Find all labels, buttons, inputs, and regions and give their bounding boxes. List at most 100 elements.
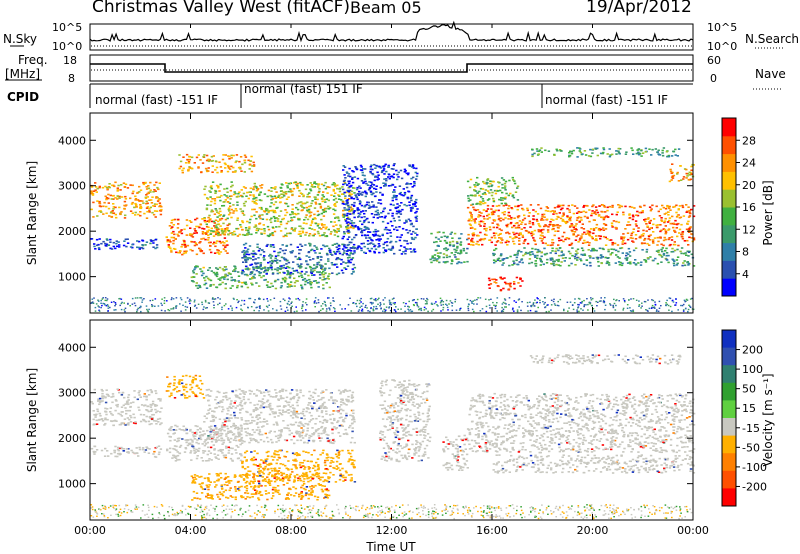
heatmap-cell — [353, 201, 356, 204]
heatmap-cell — [463, 261, 466, 263]
heatmap-cell — [685, 228, 689, 231]
heatmap-cell — [538, 149, 542, 151]
heatmap-cell — [301, 305, 304, 308]
heatmap-cell — [124, 310, 126, 313]
heatmap-cell — [493, 253, 496, 255]
heatmap-cell — [169, 247, 172, 250]
heatmap-cell — [316, 198, 319, 201]
heatmap-cell — [589, 228, 593, 230]
heatmap-cell — [219, 234, 222, 236]
heatmap-cell — [282, 278, 285, 281]
heatmap-cell — [188, 158, 191, 161]
heatmap-cell — [508, 215, 511, 217]
heatmap-cell — [544, 301, 546, 304]
heatmap-cell — [640, 261, 643, 264]
heatmap-cell — [203, 217, 206, 220]
heatmap-cell — [238, 233, 241, 236]
heatmap-cell — [134, 211, 137, 214]
heatmap-cell — [601, 211, 604, 213]
heatmap-cell — [232, 233, 235, 236]
heatmap-cell — [188, 375, 192, 378]
heatmap-cell — [550, 218, 553, 221]
heatmap-cell — [531, 153, 534, 156]
heatmap-cell — [296, 187, 299, 189]
heatmap-cell — [293, 281, 297, 284]
heatmap-cell — [378, 216, 382, 218]
heatmap-cell — [519, 285, 522, 287]
heatmap-cell — [459, 249, 463, 252]
heatmap-cell — [321, 224, 324, 226]
heatmap-cell — [111, 414, 114, 416]
heatmap-cell — [280, 308, 283, 310]
heatmap-cell — [366, 307, 368, 309]
heatmap-cell — [396, 206, 400, 209]
heatmap-cell — [680, 304, 682, 307]
heatmap-cell — [218, 283, 221, 286]
heatmap-cell — [343, 203, 346, 205]
heatmap-cell — [330, 194, 333, 196]
heatmap-cell — [408, 306, 410, 308]
heatmap-cell — [648, 221, 651, 223]
heatmap-cell — [155, 446, 159, 449]
heatmap-cell — [369, 298, 372, 300]
heatmap-cell — [302, 207, 306, 209]
heatmap-cell — [290, 302, 292, 304]
heatmap-cell — [410, 222, 413, 225]
heatmap-cell — [200, 238, 203, 240]
heatmap-cell — [237, 271, 240, 273]
heatmap-cell — [244, 255, 248, 258]
heatmap-cell — [195, 253, 199, 256]
heatmap-cell — [243, 282, 247, 285]
heatmap-cell — [367, 188, 371, 191]
heatmap-cell — [471, 233, 474, 235]
heatmap-cell — [685, 211, 688, 213]
heatmap-cell — [316, 248, 319, 250]
heatmap-cell — [301, 276, 304, 278]
heatmap-cell — [537, 153, 540, 155]
heatmap-cell — [241, 212, 245, 215]
heatmap-cell — [374, 230, 378, 233]
heatmap-cell — [195, 307, 198, 309]
heatmap-cell — [358, 302, 361, 305]
heatmap-cell — [555, 263, 558, 266]
heatmap-cell — [494, 247, 498, 250]
heatmap-cell — [556, 149, 559, 152]
heatmap-cell — [239, 226, 243, 228]
heatmap-cell — [598, 214, 601, 216]
heatmap-cell — [224, 250, 227, 252]
heatmap-cell — [214, 160, 218, 162]
heatmap-cell — [215, 209, 218, 212]
heatmap-cell — [363, 205, 366, 208]
heatmap-cell — [298, 201, 301, 204]
heatmap-cell — [514, 205, 517, 208]
heatmap-cell — [588, 234, 591, 236]
heatmap-cell — [556, 224, 560, 226]
heatmap-cell — [96, 408, 99, 411]
heatmap-cell — [183, 243, 187, 246]
heatmap-cell — [602, 148, 606, 151]
cpid-segment-3: normal (fast) -151 IF — [545, 93, 668, 107]
heatmap-cell — [462, 249, 466, 252]
heatmap-cell — [674, 304, 677, 306]
heatmap-cell — [519, 233, 522, 235]
heatmap-cell — [150, 408, 153, 411]
heatmap-cell — [577, 307, 579, 309]
heatmap-cell — [638, 236, 641, 239]
heatmap-cell — [332, 190, 335, 192]
heatmap-cell — [396, 203, 399, 205]
heatmap-cell — [352, 212, 355, 215]
heatmap-cell — [652, 299, 655, 302]
heatmap-cell — [384, 297, 386, 299]
heatmap-cell — [251, 208, 254, 211]
heatmap-cell — [177, 235, 180, 237]
heatmap-cell — [566, 215, 569, 217]
heatmap-cell — [243, 255, 246, 257]
heatmap-cell — [112, 395, 115, 398]
heatmap-cell — [114, 206, 117, 209]
heatmap-cell — [509, 192, 512, 195]
heatmap-cell — [660, 243, 663, 246]
heatmap-cell — [502, 218, 505, 221]
heatmap-cell — [107, 395, 110, 397]
heatmap-cell — [523, 247, 526, 249]
heatmap-cell — [623, 299, 626, 302]
